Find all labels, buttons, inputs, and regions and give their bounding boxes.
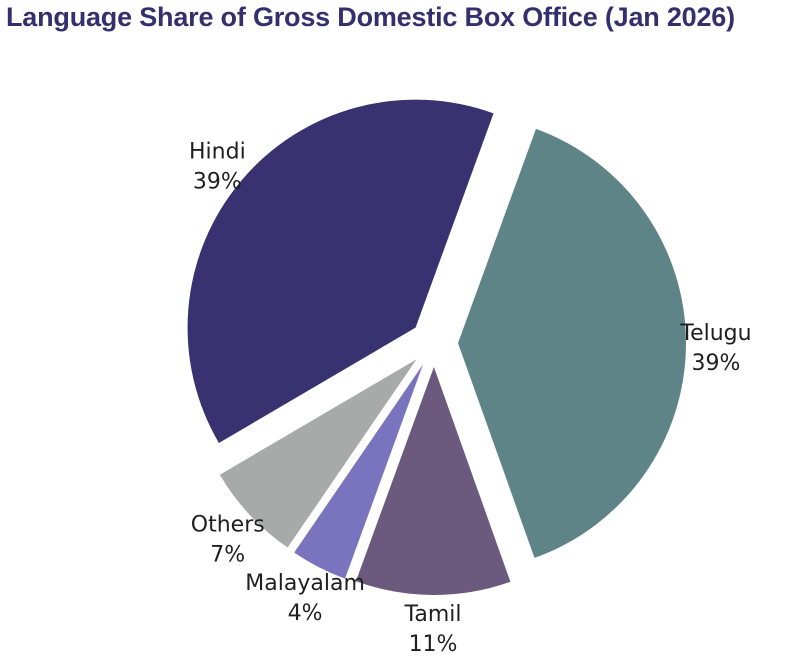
slice-label-others: Others <box>191 512 265 537</box>
slice-value-tamil: 11% <box>409 632 458 657</box>
slice-label-tamil: Tamil <box>404 602 462 627</box>
slice-value-malayalam: 4% <box>288 601 323 626</box>
slice-value-hindi: 39% <box>193 169 242 194</box>
pie-slice-hindi <box>187 99 494 444</box>
chart-title: Language Share of Gross Domestic Box Off… <box>6 2 735 32</box>
slice-label-hindi: Hindi <box>189 139 246 164</box>
slice-value-telugu: 39% <box>692 351 741 376</box>
slice-label-telugu: Telugu <box>679 321 751 346</box>
pie-slice-malayalam <box>294 364 424 579</box>
slice-label-malayalam: Malayalam <box>245 571 365 596</box>
pie-slice-others <box>219 359 417 548</box>
slice-value-others: 7% <box>210 542 245 567</box>
pie-slice-telugu <box>457 128 686 558</box>
pie-slice-tamil <box>355 366 511 595</box>
